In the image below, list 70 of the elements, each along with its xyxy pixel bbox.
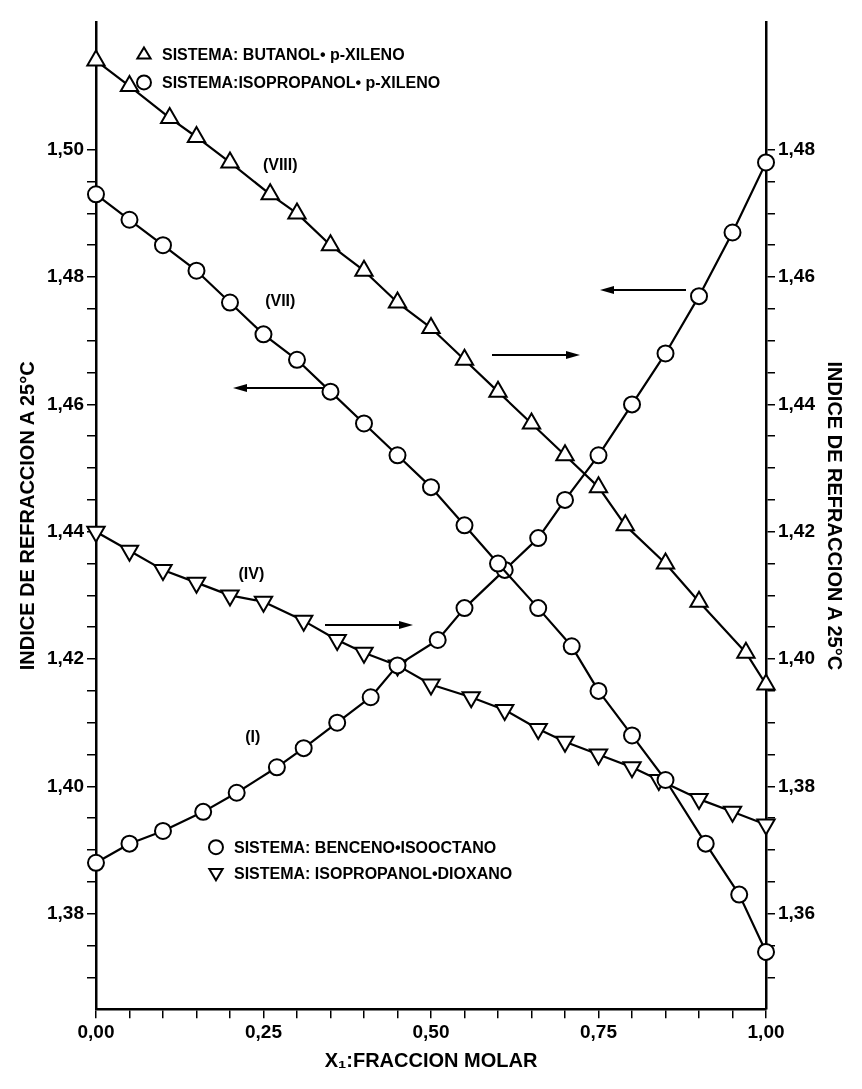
y-tick-label: 1,42 — [47, 647, 84, 669]
point — [388, 446, 407, 465]
point — [328, 713, 347, 732]
annotation: (IV) — [238, 565, 265, 583]
annotation: (VII) — [265, 292, 296, 310]
point — [623, 726, 642, 745]
point — [86, 185, 105, 204]
y-tick-label: 1,44 — [47, 519, 85, 541]
y2-tick-label: 1,40 — [778, 647, 815, 669]
point — [355, 414, 373, 433]
y-tick-label: 1,38 — [47, 901, 84, 923]
point — [294, 739, 313, 758]
y-tick-label: 1,40 — [47, 774, 84, 796]
point — [656, 771, 675, 790]
y-tick-label: 1,50 — [47, 137, 84, 159]
point — [455, 599, 474, 618]
point — [153, 821, 172, 840]
y2-tick-label: 1,44 — [778, 392, 816, 414]
x-tick-label: 0,25 — [245, 1020, 283, 1042]
y2-axis-title: INDICE DE REFRACCION A 25°C — [824, 361, 847, 671]
point — [696, 834, 715, 853]
point — [529, 529, 548, 548]
point — [254, 325, 273, 344]
point — [428, 630, 447, 649]
y2-tick-label: 1,46 — [778, 265, 815, 287]
point — [120, 210, 139, 229]
point — [120, 834, 139, 853]
point — [723, 223, 742, 242]
point — [656, 344, 675, 363]
y2-tick-label: 1,42 — [778, 519, 815, 541]
point — [623, 395, 642, 414]
point — [489, 554, 507, 573]
y-axis-title: INDICE DE REFRACCION A 25°C — [15, 361, 38, 671]
y2-tick-label: 1,38 — [778, 774, 815, 796]
point — [556, 490, 575, 509]
point — [690, 287, 709, 306]
point — [757, 942, 776, 961]
point — [361, 688, 380, 707]
point — [730, 885, 749, 904]
x-tick-label: 0,50 — [412, 1020, 450, 1042]
point — [589, 681, 608, 700]
x-axis-title: X₁:FRACCION MOLAR — [324, 1048, 538, 1071]
x-tick-label: 0,00 — [77, 1020, 115, 1042]
y2-tick-label: 1,36 — [778, 901, 815, 923]
point — [153, 236, 172, 255]
point — [187, 261, 206, 280]
y-tick-label: 1,48 — [47, 265, 84, 287]
point — [220, 293, 239, 312]
annotation: (I) — [245, 728, 261, 746]
y2-tick-label: 1,48 — [778, 137, 815, 159]
point — [287, 350, 306, 369]
point — [422, 478, 440, 497]
point — [529, 599, 548, 618]
x-tick-label: 1,00 — [747, 1020, 785, 1042]
legend-label: SISTEMA: ISOPROPANOL•DIOXANO — [233, 864, 513, 882]
point — [227, 783, 246, 802]
point — [562, 637, 581, 656]
legend-label: SISTEMA: BUTANOL• p-XILENO — [161, 45, 405, 63]
annotation: (VIII) — [262, 155, 298, 173]
point — [267, 758, 286, 777]
legend-label: SISTEMA: BENCENO•ISOOCTANO — [233, 838, 497, 856]
point — [455, 516, 474, 535]
point — [321, 382, 340, 401]
x-tick-label: 0,75 — [580, 1020, 618, 1042]
y-tick-label: 1,46 — [47, 392, 84, 414]
point — [86, 853, 105, 872]
legend-label: SISTEMA:ISOPROPANOL• p-XILENO — [161, 73, 441, 91]
point — [194, 802, 213, 821]
point — [757, 153, 776, 172]
point — [589, 446, 608, 465]
